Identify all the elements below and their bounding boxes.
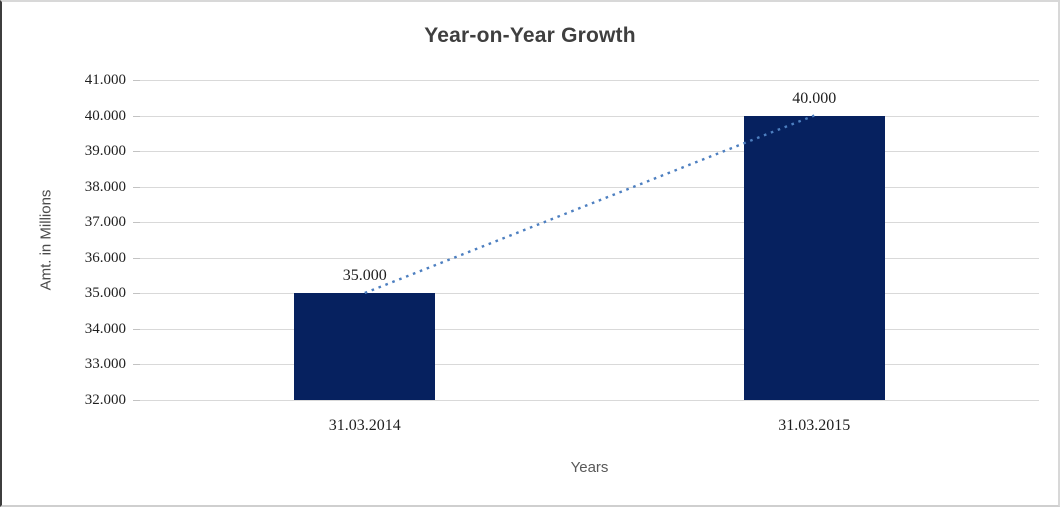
gridline <box>140 293 1039 294</box>
y-axis-tick <box>133 222 140 223</box>
x-axis-title: Years <box>570 459 609 476</box>
gridline <box>140 222 1039 223</box>
y-axis-tick <box>133 399 140 401</box>
gridline <box>140 151 1039 152</box>
y-tick-label: 40.000 <box>84 107 126 124</box>
y-axis-tick <box>133 293 140 294</box>
gridline <box>140 115 1039 117</box>
y-tick-label: 32.000 <box>84 391 126 408</box>
chart-title: Year-on-Year Growth <box>424 24 636 47</box>
gridline <box>140 399 1039 401</box>
y-tick-label: 37.000 <box>84 214 126 230</box>
gridline <box>140 186 1039 188</box>
y-axis-tick <box>133 115 140 117</box>
y-axis-tick <box>133 364 140 365</box>
gridline <box>140 328 1039 330</box>
bar-31.03.2015 <box>743 115 885 400</box>
y-axis-title: Amt. in Millions <box>37 189 55 291</box>
data-label: 40.000 <box>792 89 837 107</box>
y-tick-label: 34.000 <box>84 320 126 337</box>
y-tick-label: 39.000 <box>84 143 126 159</box>
y-tick-label: 35.000 <box>84 285 126 301</box>
y-tick-label: 33.000 <box>84 356 126 372</box>
gridline <box>140 257 1039 259</box>
y-axis-tick <box>133 186 140 188</box>
y-axis-tick <box>133 80 140 81</box>
gridline <box>140 364 1039 365</box>
y-tick-label: 36.000 <box>84 249 126 266</box>
y-axis-tick <box>133 151 140 152</box>
y-tick-label: 41.000 <box>84 72 126 88</box>
y-tick-label: 38.000 <box>84 178 126 195</box>
y-axis-tick <box>133 257 140 259</box>
gridline <box>140 80 1039 81</box>
data-label: 35.000 <box>342 267 387 284</box>
x-tick-label: 31.03.2014 <box>328 417 401 434</box>
x-tick-label: 31.03.2015 <box>778 417 851 434</box>
y-axis-tick <box>133 328 140 330</box>
bar-31.03.2014 <box>294 293 436 400</box>
